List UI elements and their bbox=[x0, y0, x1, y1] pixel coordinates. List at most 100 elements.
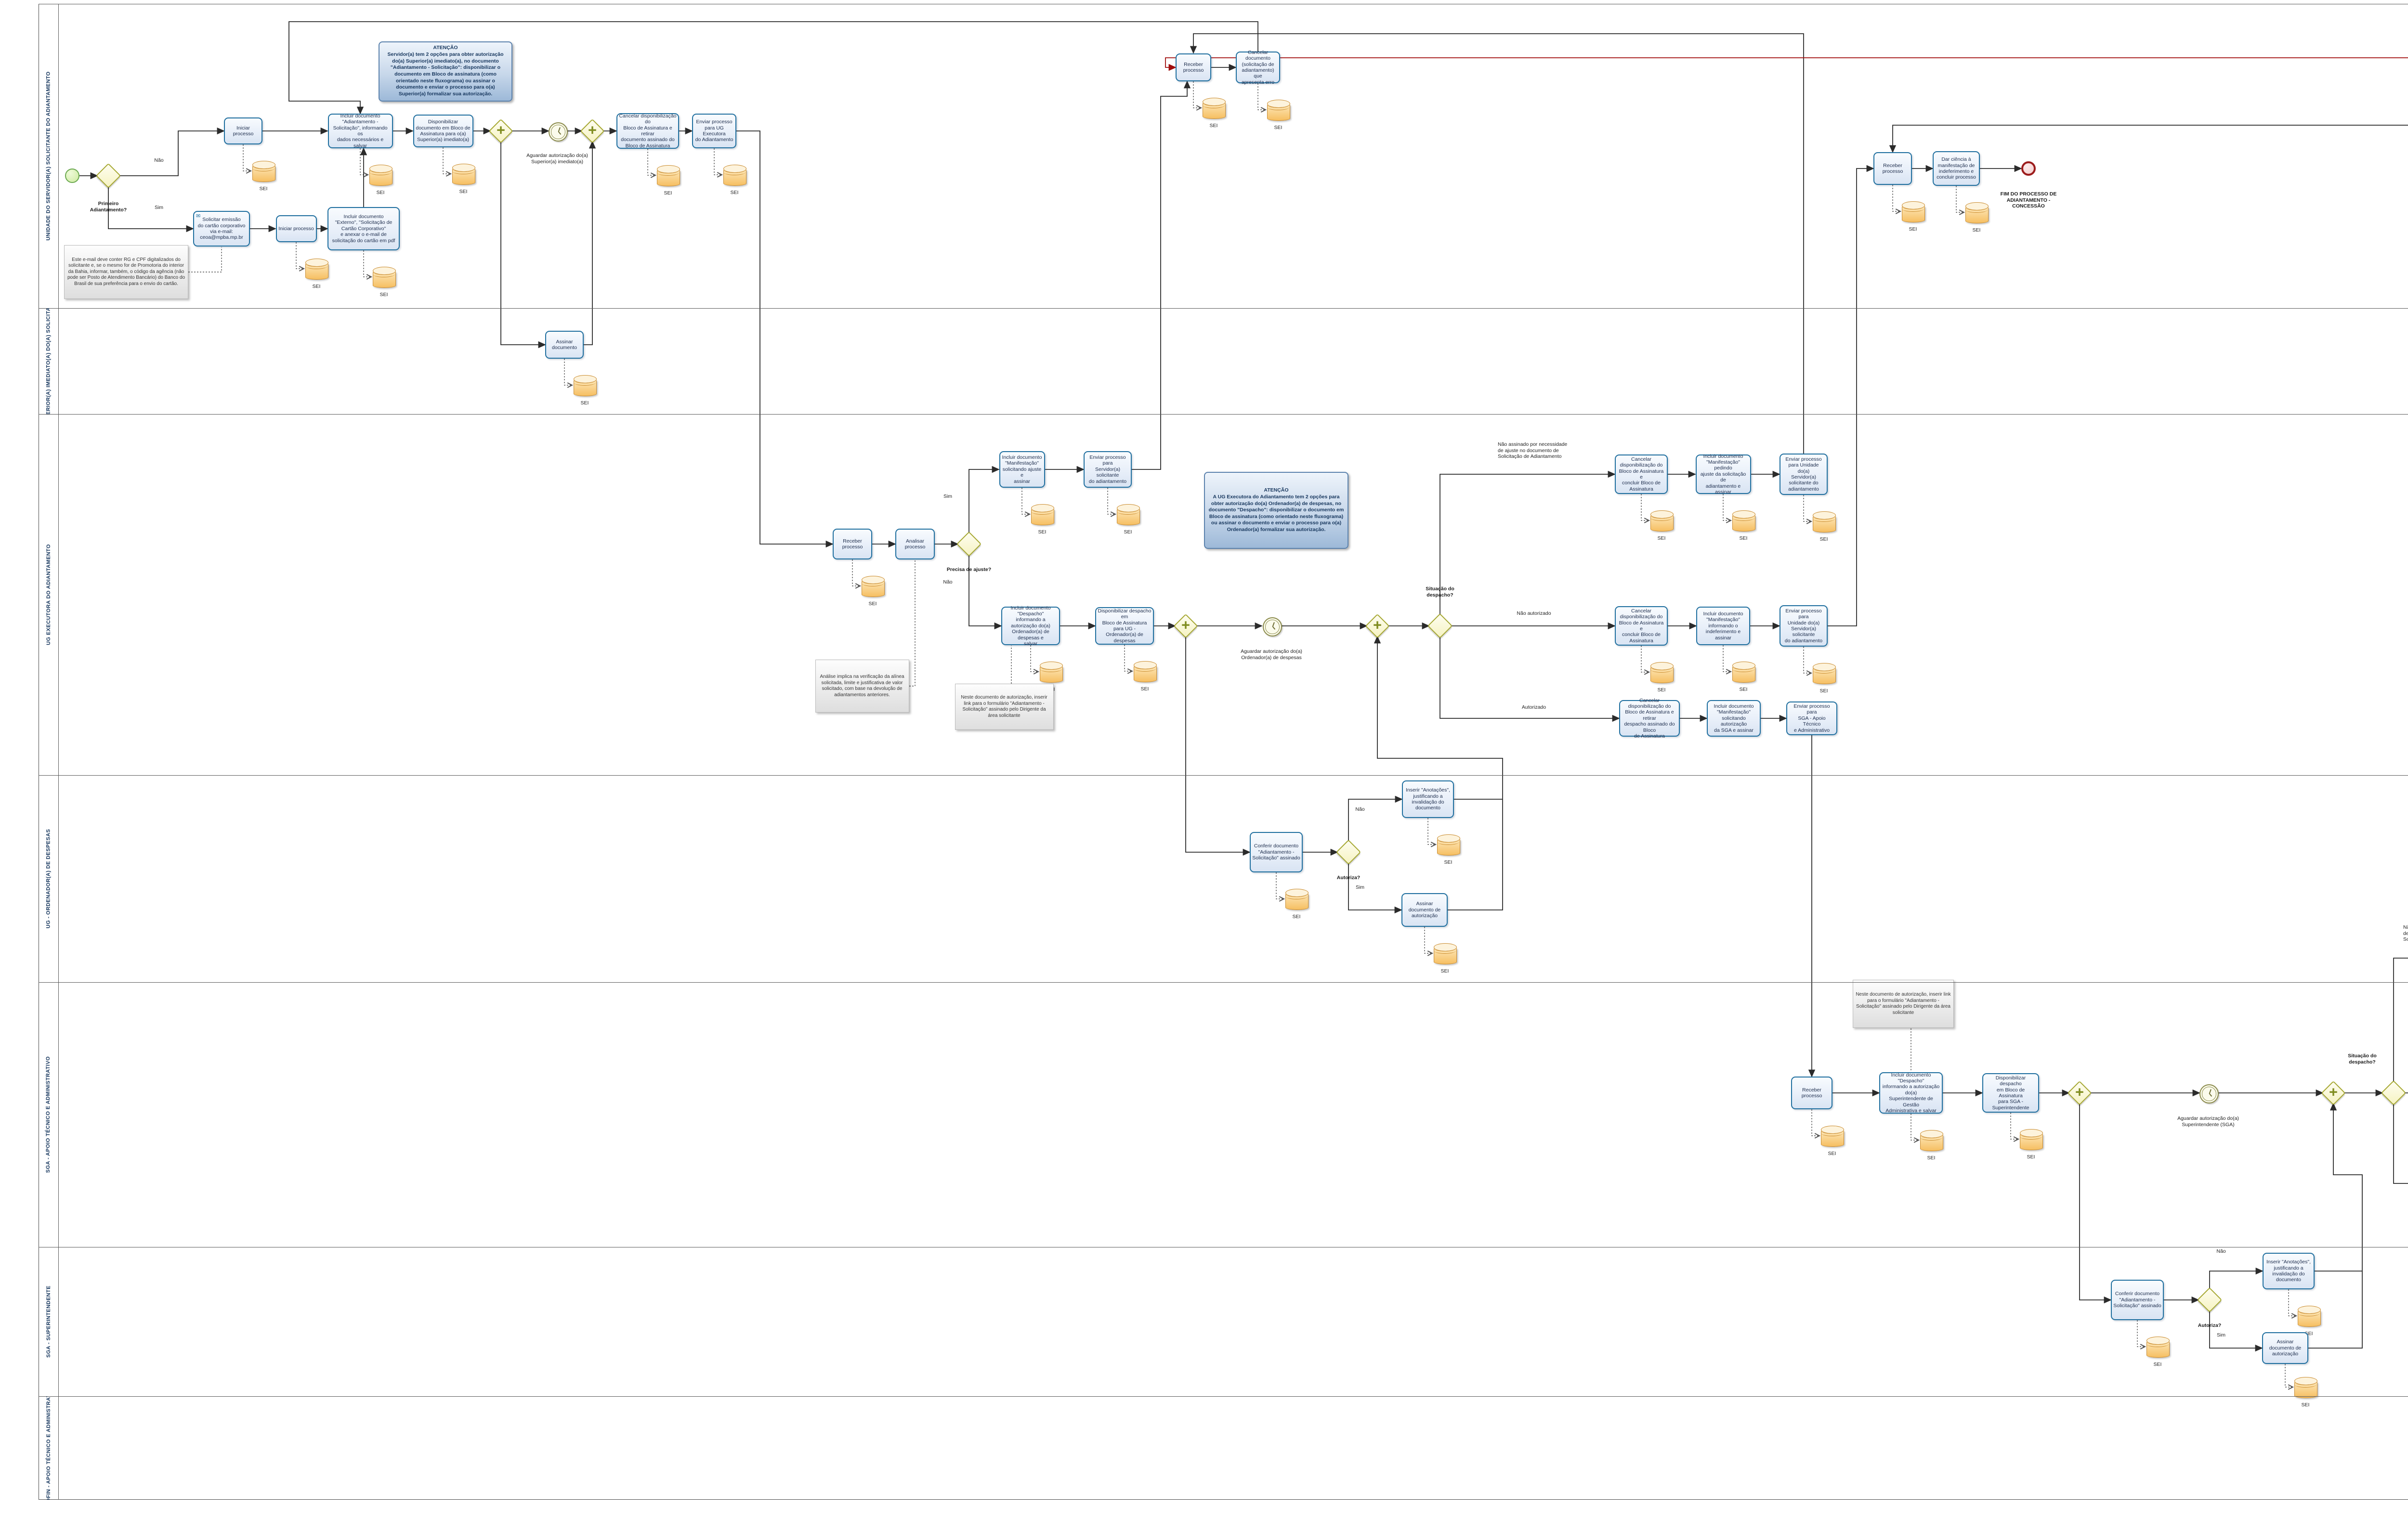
gateway-parallel-split-superior[interactable]: + bbox=[488, 118, 513, 143]
data-store-link bbox=[1427, 818, 1437, 847]
task-cancelar-bloco-retirar-despacho-1[interactable]: Cancelar disponibilização do Bloco de As… bbox=[1619, 698, 1680, 739]
task-receber-processo-sga[interactable]: Receber processo bbox=[1791, 1077, 1832, 1109]
sei-datastore-label: SEI bbox=[1657, 687, 1666, 693]
end-event-concessao-indeferida[interactable] bbox=[2021, 161, 2036, 176]
task-assinar-doc-autorizacao-ordenador[interactable]: Assinar documento de autorização bbox=[1401, 893, 1448, 927]
data-store-link bbox=[1424, 927, 1434, 956]
sei-datastore-icon bbox=[1902, 201, 1925, 222]
timer-aguardar-superintendente[interactable] bbox=[2199, 1084, 2219, 1104]
gateway-parallel-join-ordenador[interactable]: + bbox=[1365, 613, 1390, 638]
task-iniciar-processo-cartao[interactable]: Iniciar processo bbox=[275, 215, 317, 242]
edge-label-nao-assinado: Não assinado por necessidade de ajuste n… bbox=[2403, 924, 2408, 943]
timer-aguardar-superior[interactable] bbox=[549, 122, 568, 142]
task-disponibilizar-despacho-ordenador[interactable]: Disponibilizar despacho em Bloco de Assi… bbox=[1095, 607, 1154, 645]
task-assinar-doc-autorizacao-superintendente[interactable]: Assinar documento de autorização bbox=[2262, 1332, 2308, 1364]
edge-label-sim: Sim bbox=[154, 205, 164, 210]
timer-aguardar-ordenador-label: Aguardar autorização do(a) Ordenador(a) … bbox=[1241, 649, 1302, 661]
task-receber-processo-ug[interactable]: Receber processo bbox=[833, 529, 872, 559]
task-solicitar-cartao-email[interactable]: ✉ Solicitar emissão do cartão corporativo… bbox=[193, 211, 250, 247]
data-store-link bbox=[296, 242, 305, 272]
message-icon: ✉ bbox=[196, 213, 201, 219]
flow-sim bbox=[108, 187, 194, 233]
flow bbox=[736, 130, 834, 548]
lane-dicofin-apoio bbox=[39, 1396, 2408, 1500]
sei-datastore-icon bbox=[2146, 1337, 2170, 1358]
task-solicitar-cartao-email-label: Solicitar emissão do cartão corporativo … bbox=[197, 217, 246, 241]
task-enviar-servidor-solicitante[interactable]: Enviar processo para Servidor(a) solicit… bbox=[1084, 451, 1132, 488]
task-inserir-anotacoes-superintendente[interactable]: Inserir "Anotações", justificando a inva… bbox=[2263, 1253, 2315, 1289]
note-atencao-superior: ATENÇÃO Servidor(a) tem 2 opções para ob… bbox=[379, 41, 512, 102]
task-disponibilizar-bloco-superior[interactable]: Disponibilizar documento em Bloco de Ass… bbox=[413, 115, 473, 147]
flow bbox=[1348, 863, 1402, 914]
task-conferir-doc-ordenador[interactable]: Conferir documento "Adiantamento - Solic… bbox=[1250, 832, 1303, 872]
task-analisar-processo[interactable]: Analisar processo bbox=[895, 529, 935, 559]
gateway-parallel-split-ordenador[interactable]: + bbox=[1173, 613, 1198, 638]
data-store-link bbox=[1641, 494, 1650, 523]
task-receber-processo-ug-label: Receber processo bbox=[842, 538, 863, 550]
flow bbox=[1132, 80, 1191, 470]
sei-datastore-icon bbox=[2020, 1129, 2043, 1150]
lane-ug-executora-label: UG EXECUTORA DO ADIANTAMENTO bbox=[39, 414, 59, 775]
task-receber-processo-ajuste[interactable]: Receber processo bbox=[1176, 53, 1211, 81]
task-enviar-ug-executora[interactable]: Enviar processo para UG Executora do Adi… bbox=[692, 114, 736, 148]
task-incluir-externo-solicitacao-cartao[interactable]: Incluir documento "Externo", "Solicitaçã… bbox=[327, 207, 400, 250]
data-store-link bbox=[2285, 1364, 2294, 1390]
task-incluir-manifestacao-indeferimento-1[interactable]: Incluir documento "Manifestação" informa… bbox=[1696, 607, 1750, 645]
edge-label-nao: Não bbox=[2216, 1248, 2226, 1254]
task-conferir-doc-superintendente[interactable]: Conferir documento "Adiantamento - Solic… bbox=[2111, 1280, 2164, 1320]
sei-datastore-icon bbox=[1965, 202, 1989, 223]
edge-label-sim: Sim bbox=[2216, 1332, 2226, 1338]
data-store-link bbox=[1021, 488, 1031, 517]
edge-label-nao-assinado: Não assinado por necessidade de ajuste n… bbox=[1498, 441, 1568, 460]
task-enviar-unidade-servidor-2-label: Enviar processo para Unidade do(a) Servi… bbox=[1784, 608, 1823, 644]
task-cancelar-bloco-concluir-1[interactable]: Cancelar disponibilização do Bloco de As… bbox=[1615, 454, 1668, 494]
sei-datastore-label: SEI bbox=[1038, 529, 1047, 535]
task-incluir-despacho-superintendente[interactable]: Incluir documento "Despacho" informando … bbox=[1879, 1072, 1943, 1114]
task-incluir-adiantamento-solicitacao[interactable]: Incluir documento "Adiantamento - Solici… bbox=[327, 113, 393, 149]
data-store-link bbox=[714, 148, 723, 178]
task-inserir-anotacoes-ordenador[interactable]: Inserir "Anotações", justificando a inva… bbox=[1402, 780, 1454, 818]
task-incluir-manifestacao-ajuste[interactable]: Incluir documento "Manifestação" solicit… bbox=[999, 451, 1045, 488]
task-assinar-doc-autorizacao-ordenador-label: Assinar documento de autorização bbox=[1408, 901, 1441, 919]
task-enviar-sga-apoio[interactable]: Enviar processo para SGA - Apoio Técnico… bbox=[1786, 701, 1837, 735]
note-link-formulario: Neste documento de autorização, inserir … bbox=[955, 684, 1054, 730]
gateway-parallel-split-sga[interactable]: + bbox=[2067, 1080, 2092, 1105]
task-iniciar-processo-cartao-label: Iniciar processo bbox=[278, 225, 314, 232]
data-store-link bbox=[443, 147, 452, 177]
edge-label-sim: Sim bbox=[943, 493, 953, 499]
data-store-link bbox=[1193, 81, 1203, 111]
task-enviar-unidade-servidor-2[interactable]: Enviar processo para Unidade do(a) Servi… bbox=[1780, 605, 1828, 647]
data-store-link bbox=[1276, 872, 1285, 902]
task-incluir-manifestacao-pedindo-ajuste-1[interactable]: Incluir documento "Manifestação" pedindo… bbox=[1695, 454, 1751, 495]
data-store-link bbox=[2288, 1289, 2298, 1319]
sei-datastore-label: SEI bbox=[664, 190, 672, 196]
timer-aguardar-ordenador[interactable] bbox=[1263, 617, 1282, 636]
task-dar-ciencia-indeferimento[interactable]: Dar ciência à manifestação de indeferime… bbox=[1933, 151, 1980, 186]
gateway-parallel-join-sga[interactable]: + bbox=[2321, 1080, 2346, 1105]
task-receber-processo-indeferido[interactable]: Receber processo bbox=[1873, 152, 1912, 185]
task-enviar-unidade-servidor-1[interactable]: Enviar processo para Unidade do(a) Servi… bbox=[1780, 454, 1828, 495]
task-cancelar-doc-erro[interactable]: Cancelar documento (solicitação de adian… bbox=[1236, 50, 1280, 85]
flow bbox=[1440, 470, 1616, 615]
task-cancelar-bloco-retirar-doc[interactable]: Cancelar disponibilização do Bloco de As… bbox=[616, 113, 679, 149]
task-cancelar-bloco-concluir-2[interactable]: Cancelar disponibilização do Bloco de As… bbox=[1615, 606, 1668, 646]
sei-datastore-label: SEI bbox=[1292, 914, 1301, 920]
task-iniciar-processo[interactable]: Iniciar processo bbox=[224, 117, 262, 144]
sei-datastore-label: SEI bbox=[1657, 535, 1666, 541]
task-cancelar-bloco-concluir-2-label: Cancelar disponibilização do Bloco de As… bbox=[1619, 608, 1664, 644]
sei-datastore-label: SEI bbox=[459, 189, 468, 195]
task-assinar-documento-superior[interactable]: Assinar documento bbox=[545, 331, 584, 359]
data-store-link bbox=[1911, 1114, 1920, 1143]
task-incluir-despacho-ordenador[interactable]: Incluir documento "Despacho" informando … bbox=[1001, 605, 1060, 647]
start-event[interactable] bbox=[65, 169, 79, 183]
sei-datastore-icon bbox=[369, 165, 393, 186]
note-email-cartao: Este e-mail deve conter RG e CPF digital… bbox=[64, 245, 188, 299]
task-cancelar-bloco-retirar-doc-label: Cancelar disponibilização do Bloco de As… bbox=[619, 113, 677, 149]
task-incluir-manifestacao-sga[interactable]: Incluir documento "Manifestação" solicit… bbox=[1707, 700, 1761, 737]
sei-datastore-icon bbox=[1203, 98, 1226, 119]
task-disponibilizar-despacho-superintendente[interactable]: Disponibilizar despacho em Bloco de Assi… bbox=[1982, 1073, 2039, 1113]
gateway-parallel-join-superior[interactable]: + bbox=[580, 118, 605, 143]
flow bbox=[1440, 637, 1620, 722]
flow bbox=[500, 142, 546, 349]
edge-label-nao: Não bbox=[154, 157, 164, 163]
